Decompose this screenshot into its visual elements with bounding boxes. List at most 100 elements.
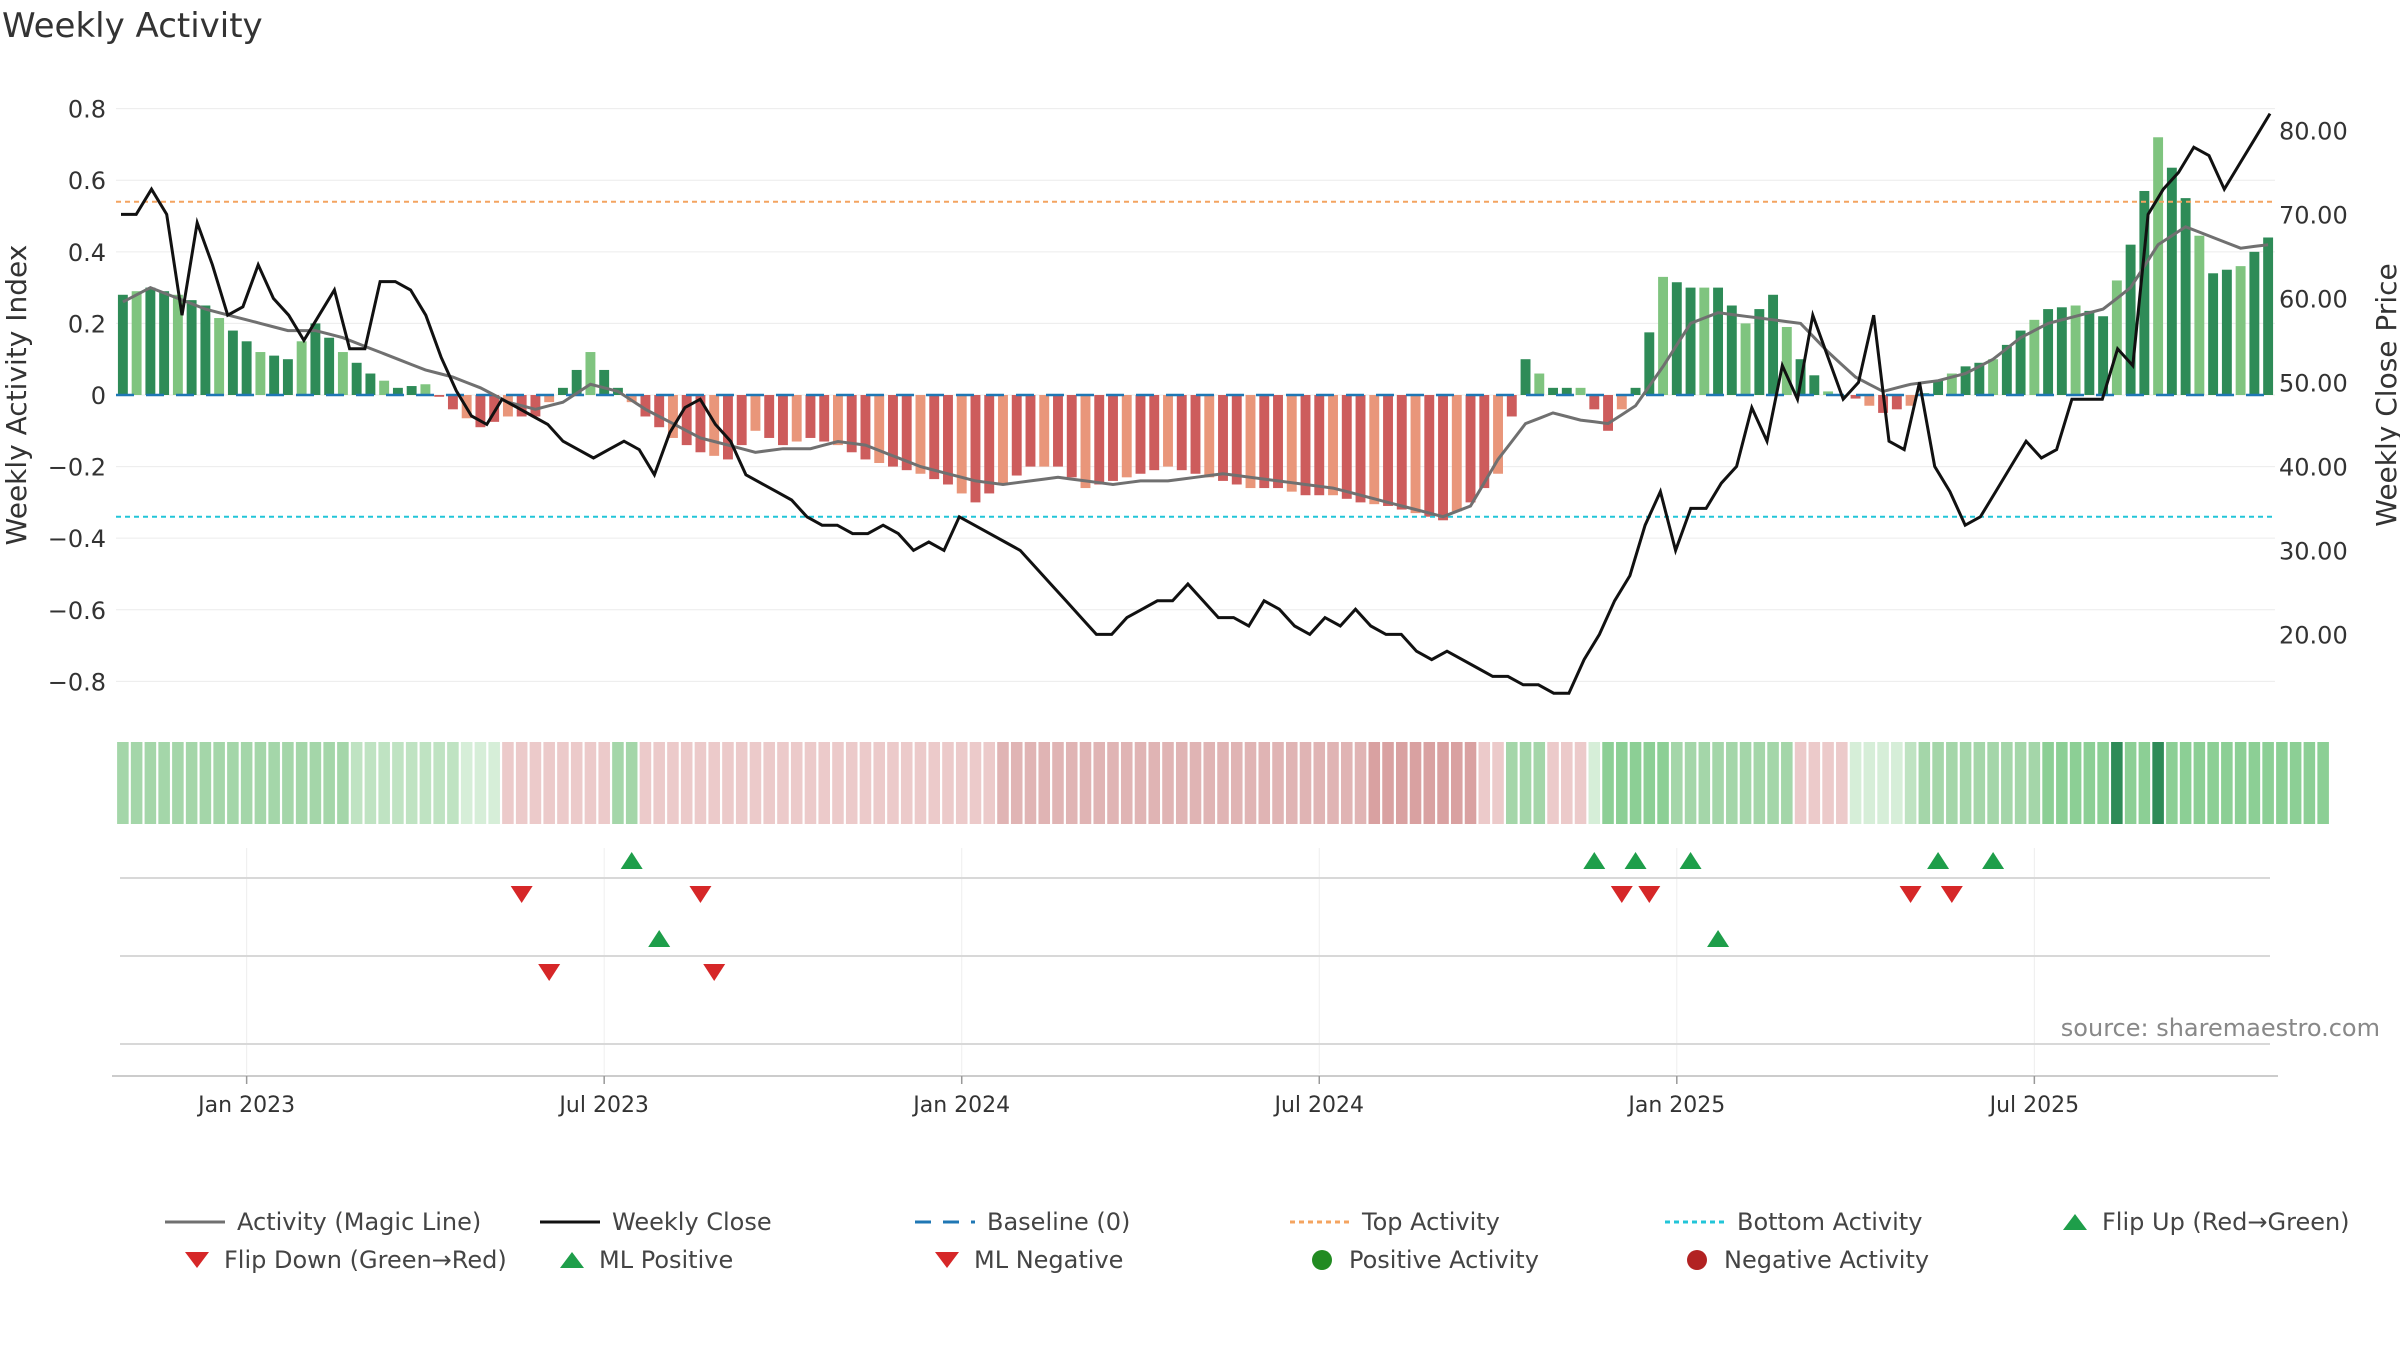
activity-bar: [1493, 395, 1503, 474]
heat-strip-cell: [2289, 742, 2302, 824]
heat-strip-cell: [1354, 742, 1367, 824]
y-tick-label: 0.2: [68, 310, 106, 338]
activity-bar: [1988, 359, 1999, 395]
heat-strip-cell: [144, 742, 157, 824]
activity-bar: [1933, 380, 1944, 395]
legend-bottom-activity[interactable]: Bottom Activity: [1665, 1208, 1922, 1236]
heat-strip-cell: [1946, 742, 1958, 824]
heat-strip-cell: [1203, 742, 1216, 824]
legend-flip-up[interactable]: Flip Up (Red→Green): [2060, 1208, 2350, 1236]
activity-bar: [1726, 305, 1737, 395]
heat-strip-cell: [172, 742, 184, 824]
down-triangle-marker: [1638, 886, 1661, 903]
heat-strip-cell: [1340, 742, 1353, 824]
heat-strip-cell: [1918, 742, 1931, 824]
heat-strip-cell: [694, 742, 707, 824]
activity-bar: [860, 395, 871, 460]
x-tick-label: Jul 2024: [1272, 1093, 1364, 1118]
activity-bar: [1094, 395, 1105, 485]
x-tick-label: Jul 2025: [1988, 1093, 2080, 1118]
up-triangle-marker: [1927, 852, 1950, 869]
activity-bar: [337, 352, 348, 395]
heat-strip-cell: [2138, 742, 2151, 824]
activity-bar: [1548, 387, 1558, 395]
activity-bar: [1561, 387, 1572, 395]
heat-strip-cell: [1244, 742, 1257, 824]
heat-strip-cell: [1162, 742, 1174, 824]
activity-bar: [1135, 395, 1146, 474]
heat-strip-cell: [1891, 742, 1903, 824]
activity-bar: [915, 395, 926, 474]
legend-positive-activity[interactable]: Positive Activity: [1307, 1246, 1539, 1274]
activity-bar: [1011, 395, 1022, 476]
activity-bar: [392, 387, 403, 395]
legend-top-activity[interactable]: Top Activity: [1290, 1208, 1500, 1236]
legend-baseline[interactable]: Baseline (0): [915, 1208, 1130, 1236]
heat-strip-cell: [1093, 742, 1106, 824]
activity-bar: [1575, 387, 1586, 395]
heat-strip-cell: [185, 742, 198, 824]
heat-strip-cell: [158, 742, 170, 824]
heat-strip-cell: [832, 742, 844, 824]
activity-bar: [667, 395, 678, 438]
activity-bar: [2043, 309, 2054, 395]
activity-bar: [1850, 395, 1861, 399]
y-axis-title: Weekly Activity Index: [0, 245, 33, 546]
legend-flip-down[interactable]: Flip Down (Green→Red): [182, 1246, 507, 1274]
activity-bar: [1644, 332, 1655, 395]
legend-ml-positive[interactable]: ML Positive: [557, 1246, 733, 1274]
heat-strip-cell: [350, 742, 363, 824]
heat-strip-cell: [2056, 742, 2068, 824]
heat-strip-cell: [2152, 742, 2164, 824]
activity-bar: [750, 395, 761, 431]
heat-strip-cell: [254, 742, 267, 824]
heat-strip-cell: [612, 742, 624, 824]
activity-bar: [1534, 373, 1545, 395]
legend-weekly-close-icon: [540, 1220, 600, 1224]
legend-negative-activity[interactable]: Negative Activity: [1682, 1246, 1929, 1274]
heat-strip-cell: [735, 742, 748, 824]
heat-strip-cell: [1258, 742, 1271, 824]
heat-strip-cell: [639, 742, 652, 824]
activity-bar: [1713, 287, 1724, 395]
heat-strip-cell: [1629, 742, 1642, 824]
heat-strip-cell: [1932, 742, 1944, 824]
activity-bar: [241, 341, 252, 395]
heat-strip-cell: [1423, 742, 1436, 824]
legend-label: Negative Activity: [1724, 1246, 1930, 1274]
legend-magic-line[interactable]: Activity (Magic Line): [165, 1208, 481, 1236]
activity-bar: [159, 291, 170, 395]
heat-strip-cell: [1217, 742, 1229, 824]
legend-weekly-close[interactable]: Weekly Close: [540, 1208, 772, 1236]
down-triangle-marker: [689, 886, 712, 903]
legend-label: Positive Activity: [1349, 1246, 1539, 1274]
magic-line: [122, 225, 2269, 519]
activity-bar: [1204, 395, 1215, 478]
activity-bar: [640, 395, 651, 417]
heat-strip-cell: [2001, 742, 2013, 824]
down-triangle-marker: [538, 964, 561, 981]
x-tick-label: Jan 2024: [911, 1093, 1010, 1118]
activity-bar: [379, 380, 390, 395]
legend-top-activity-icon: [1290, 1220, 1350, 1224]
heat-strip-cell: [2028, 742, 2041, 824]
y-tick-label: 0.6: [68, 167, 106, 195]
heat-strip-cell: [515, 742, 528, 824]
heat-strip-cell: [337, 742, 349, 824]
heat-strip-cell: [2303, 742, 2316, 824]
activity-bar: [365, 373, 376, 395]
legend-ml-negative[interactable]: ML Negative: [932, 1246, 1123, 1274]
heat-strip-cell: [1574, 742, 1587, 824]
circle-icon: [1312, 1250, 1332, 1270]
activity-bar: [846, 395, 857, 453]
heat-strip-cell: [1327, 742, 1339, 824]
activity-bar: [324, 337, 335, 395]
activity-bar: [475, 395, 486, 428]
activity-bar: [1314, 395, 1325, 496]
activity-bar: [1245, 395, 1256, 489]
chart-title: Weekly Activity: [2, 6, 263, 46]
activity-bar: [1286, 395, 1297, 492]
heat-strip-cell: [392, 742, 404, 824]
activity-bar: [722, 395, 733, 460]
